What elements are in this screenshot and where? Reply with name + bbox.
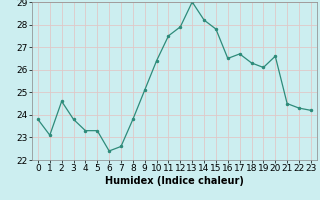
X-axis label: Humidex (Indice chaleur): Humidex (Indice chaleur) xyxy=(105,176,244,186)
